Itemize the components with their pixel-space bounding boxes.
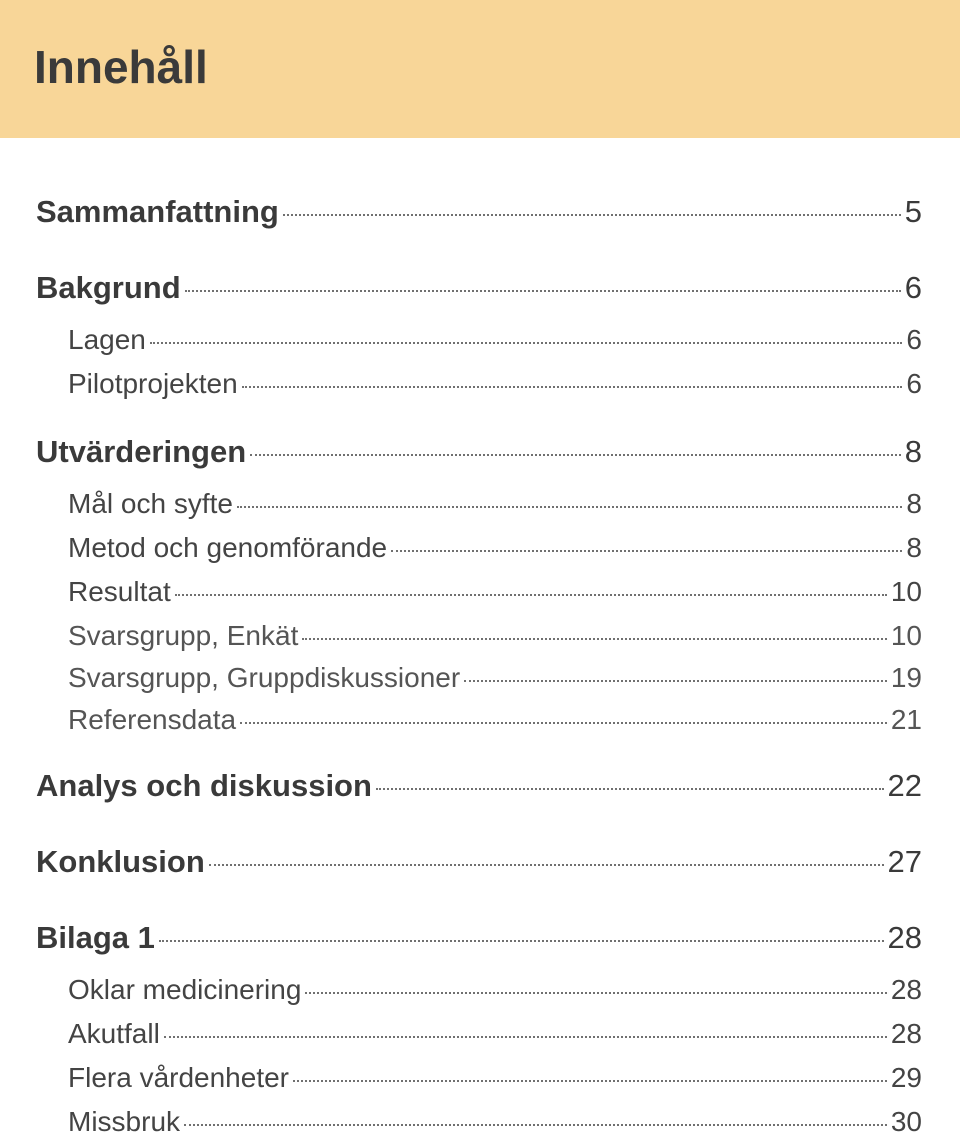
toc-page: 6 bbox=[906, 368, 922, 400]
toc-entry: Flera vårdenheter 29 bbox=[68, 1062, 922, 1094]
toc-page: 8 bbox=[905, 434, 922, 470]
toc-entry: Sammanfattning 5 bbox=[36, 194, 922, 230]
toc-label: Utvärderingen bbox=[36, 434, 246, 470]
toc-entry: Bakgrund 6 bbox=[36, 270, 922, 306]
toc-label: Missbruk bbox=[68, 1106, 180, 1138]
toc-entry: Analys och diskussion 22 bbox=[36, 768, 922, 804]
toc-page: 8 bbox=[906, 532, 922, 564]
toc-page: 10 bbox=[891, 620, 922, 652]
toc-label: Bakgrund bbox=[36, 270, 181, 306]
dot-leader bbox=[376, 788, 884, 790]
dot-leader bbox=[159, 940, 884, 942]
toc-page: 19 bbox=[891, 662, 922, 694]
toc-page: 8 bbox=[906, 488, 922, 520]
dot-leader bbox=[175, 594, 887, 596]
toc-entry: Missbruk 30 bbox=[68, 1106, 922, 1138]
dot-leader bbox=[305, 992, 886, 994]
dot-leader bbox=[283, 214, 901, 216]
dot-leader bbox=[185, 290, 901, 292]
toc-label: Pilotprojekten bbox=[68, 368, 238, 400]
toc-page: 21 bbox=[891, 704, 922, 736]
toc-page: 6 bbox=[906, 324, 922, 356]
toc-page: 27 bbox=[888, 844, 922, 880]
toc-page: 10 bbox=[891, 576, 922, 608]
toc-page: 28 bbox=[891, 1018, 922, 1050]
dot-leader bbox=[250, 454, 901, 456]
toc-label: Svarsgrupp, Gruppdiskussioner bbox=[68, 662, 460, 694]
toc-label: Mål och syfte bbox=[68, 488, 233, 520]
toc-label: Metod och genomförande bbox=[68, 532, 387, 564]
toc-label: Referensdata bbox=[68, 704, 236, 736]
toc-label: Akutfall bbox=[68, 1018, 160, 1050]
toc-page: 30 bbox=[891, 1106, 922, 1138]
toc-entry: Resultat 10 bbox=[68, 576, 922, 608]
dot-leader bbox=[209, 864, 884, 866]
toc-label: Resultat bbox=[68, 576, 171, 608]
toc-page: 29 bbox=[891, 1062, 922, 1094]
toc-label: Lagen bbox=[68, 324, 146, 356]
toc-entry: Mål och syfte 8 bbox=[68, 488, 922, 520]
header-band: Innehåll bbox=[0, 0, 960, 138]
toc-entry: Utvärderingen 8 bbox=[36, 434, 922, 470]
dot-leader bbox=[150, 342, 903, 344]
toc-entry: Konklusion 27 bbox=[36, 844, 922, 880]
toc-label: Analys och diskussion bbox=[36, 768, 372, 804]
dot-leader bbox=[302, 638, 887, 640]
dot-leader bbox=[164, 1036, 887, 1038]
toc-entry: Bilaga 1 28 bbox=[36, 920, 922, 956]
toc-page: 22 bbox=[888, 768, 922, 804]
toc-entry: Oklar medicinering 28 bbox=[68, 974, 922, 1006]
toc-label: Svarsgrupp, Enkät bbox=[68, 620, 298, 652]
dot-leader bbox=[237, 506, 902, 508]
toc-label: Bilaga 1 bbox=[36, 920, 155, 956]
toc-page: 28 bbox=[891, 974, 922, 1006]
toc-page: 6 bbox=[905, 270, 922, 306]
toc-entry: Metod och genomförande 8 bbox=[68, 532, 922, 564]
toc-entry: Svarsgrupp, Gruppdiskussioner 19 bbox=[68, 662, 922, 694]
toc-page: 5 bbox=[905, 194, 922, 230]
toc-entry: Lagen 6 bbox=[68, 324, 922, 356]
toc-page: 28 bbox=[888, 920, 922, 956]
toc-label: Oklar medicinering bbox=[68, 974, 301, 1006]
dot-leader bbox=[391, 550, 902, 552]
page-title: Innehåll bbox=[34, 40, 960, 94]
toc-label: Sammanfattning bbox=[36, 194, 279, 230]
dot-leader bbox=[240, 722, 887, 724]
toc-entry: Akutfall 28 bbox=[68, 1018, 922, 1050]
dot-leader bbox=[242, 386, 903, 388]
dot-leader bbox=[184, 1124, 887, 1126]
toc-label: Konklusion bbox=[36, 844, 205, 880]
dot-leader bbox=[464, 680, 887, 682]
toc-label: Flera vårdenheter bbox=[68, 1062, 289, 1094]
toc-container: Sammanfattning 5 Bakgrund 6 Lagen 6 Pilo… bbox=[0, 138, 960, 1138]
toc-entry: Svarsgrupp, Enkät 10 bbox=[68, 620, 922, 652]
toc-entry: Referensdata 21 bbox=[68, 704, 922, 736]
dot-leader bbox=[293, 1080, 887, 1082]
toc-entry: Pilotprojekten 6 bbox=[68, 368, 922, 400]
